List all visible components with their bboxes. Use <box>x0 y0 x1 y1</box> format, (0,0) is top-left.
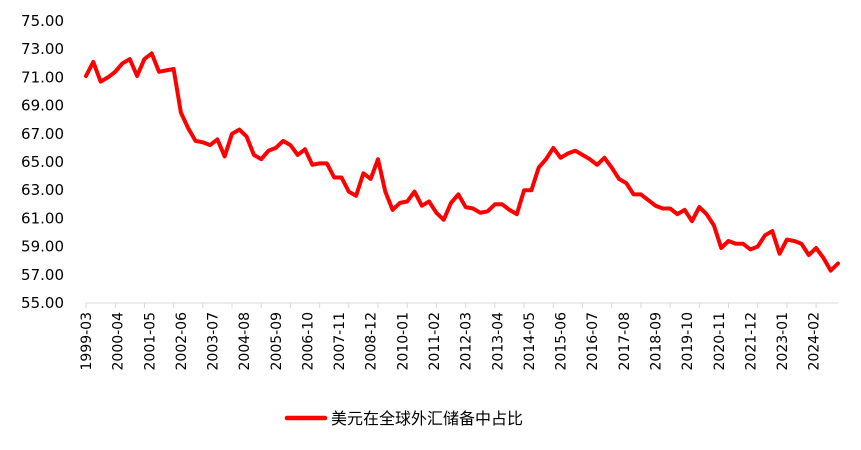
y-tick-label: 55.00 <box>21 294 64 312</box>
y-tick-label: 57.00 <box>21 266 64 284</box>
x-tick-label: 2010-01 <box>395 312 411 371</box>
legend-label: 美元在全球外汇储备中占比 <box>331 409 523 428</box>
x-tick-label: 2018-09 <box>648 312 664 371</box>
x-tick-label: 2012-03 <box>459 312 475 371</box>
x-tick-label: 2017-08 <box>617 312 633 371</box>
x-tick-label: 2001-05 <box>142 312 158 371</box>
x-tick-label: 2023-01 <box>775 312 791 371</box>
x-tick-label: 2011-02 <box>427 312 443 371</box>
x-tick-label: 2005-09 <box>269 312 285 371</box>
y-tick-label: 75.00 <box>21 12 64 30</box>
x-tick-label: 1999-03 <box>79 312 95 371</box>
x-tick-label: 2024-02 <box>807 312 823 371</box>
x-tick-label: 2006-10 <box>300 312 316 371</box>
x-axis-tick-labels: 1999-03 2000-04 2001-05 2002-06 2003-07 2004-… <box>79 312 823 371</box>
x-tick-label: 2000-04 <box>111 312 127 371</box>
series-layer <box>84 51 840 273</box>
y-tick-label: 63.00 <box>21 181 64 199</box>
series-line <box>84 51 840 273</box>
x-tick-label: 2014-05 <box>522 312 538 371</box>
y-tick-label: 59.00 <box>21 238 64 256</box>
x-tick-label: 2021-12 <box>743 312 759 371</box>
y-tick-label: 73.00 <box>21 40 64 58</box>
y-tick-label: 65.00 <box>21 153 64 171</box>
y-tick-label: 71.00 <box>21 68 64 86</box>
x-tick-label: 2013-04 <box>490 312 506 371</box>
x-tick-label: 2019-10 <box>680 312 696 371</box>
x-tick-label: 2015-06 <box>554 312 570 371</box>
x-tick-label: 2007-11 <box>332 312 348 371</box>
x-tick-label: 2016-07 <box>585 312 601 371</box>
y-tick-label: 67.00 <box>21 125 64 143</box>
x-tick-label: 2003-07 <box>206 312 222 371</box>
x-tick-label: 2004-08 <box>237 312 253 371</box>
x-axis-tick-marks <box>85 303 817 308</box>
x-tick-label: 2002-06 <box>174 312 190 371</box>
y-axis-tick-labels: 55.00 57.00 59.00 61.00 63.00 65.00 67.00 69.00… <box>21 12 64 312</box>
y-tick-label: 61.00 <box>21 209 64 227</box>
y-tick-label: 69.00 <box>21 97 64 115</box>
x-tick-label: 2020-11 <box>712 312 728 371</box>
legend: 美元在全球外汇储备中占比 <box>284 409 523 428</box>
x-tick-label: 2008-12 <box>364 312 380 371</box>
